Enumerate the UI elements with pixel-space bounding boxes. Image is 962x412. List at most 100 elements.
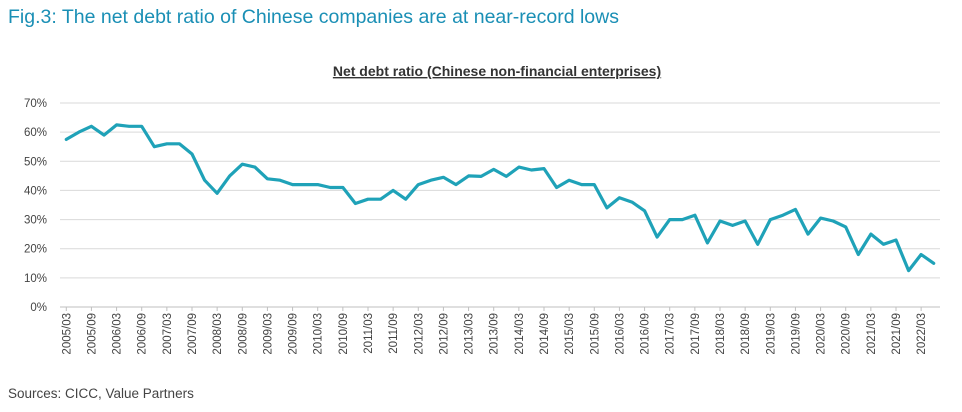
x-tick-label: 2020/09 <box>841 313 853 355</box>
data-point <box>492 168 495 171</box>
x-tick-label: 2007/09 <box>187 313 199 355</box>
series-group <box>64 123 936 273</box>
data-point <box>341 186 344 189</box>
data-point <box>178 142 181 145</box>
series-line-net-debt-ratio <box>64 123 936 273</box>
x-tick-label: 2018/03 <box>715 313 727 355</box>
x-tick-label: 2009/03 <box>262 313 274 355</box>
x-tick-label: 2021/03 <box>866 313 878 355</box>
data-point <box>429 179 432 182</box>
data-point <box>417 183 420 186</box>
data-point <box>807 233 810 236</box>
data-point <box>115 123 118 126</box>
y-tick-label: 50% <box>24 156 47 168</box>
x-tick-label: 2008/03 <box>212 313 224 355</box>
y-tick-label: 70% <box>24 98 47 110</box>
x-tick-label: 2018/09 <box>740 313 752 355</box>
data-point <box>580 183 583 186</box>
x-tick-label: 2021/09 <box>891 313 903 355</box>
data-point <box>467 174 470 177</box>
data-point <box>643 209 646 212</box>
data-point <box>631 201 634 204</box>
data-point <box>140 125 143 128</box>
x-tick-label: 2014/03 <box>514 313 526 355</box>
x-tick-label: 2017/03 <box>665 313 677 355</box>
data-point <box>367 198 370 201</box>
data-point <box>605 206 608 209</box>
x-tick-label: 2008/09 <box>237 313 249 355</box>
x-tick-label: 2013/09 <box>489 313 501 355</box>
x-tick-label: 2006/03 <box>112 313 124 355</box>
data-point <box>794 208 797 211</box>
x-tick-label: 2016/03 <box>614 313 626 355</box>
data-point <box>316 183 319 186</box>
data-point <box>920 253 923 256</box>
data-point <box>731 224 734 227</box>
x-tick-label: 2019/09 <box>790 313 802 355</box>
data-point <box>128 125 131 128</box>
data-point <box>90 125 93 128</box>
x-tick-label: 2019/03 <box>765 313 777 355</box>
data-point <box>932 262 935 265</box>
data-point <box>304 183 307 186</box>
x-tick-label: 2007/03 <box>162 313 174 355</box>
data-point <box>543 167 546 170</box>
data-point <box>656 236 659 239</box>
x-tick-label: 2022/03 <box>916 313 928 355</box>
data-point <box>568 179 571 182</box>
data-point <box>744 220 747 223</box>
data-point <box>442 176 445 179</box>
x-tick-label: 2012/03 <box>413 313 425 355</box>
data-point <box>203 179 206 182</box>
x-tick-label: 2010/03 <box>313 313 325 355</box>
x-axis-tick-labels: 2005/03 2005/09 2006/03 2006/09 2007/03 2007/… <box>61 307 928 355</box>
y-tick-label: 60% <box>24 127 47 139</box>
y-axis-tick-labels: 0% 10% 20% 30% 40% 50% 60% 70% <box>24 98 47 314</box>
data-point <box>706 241 709 244</box>
data-point <box>103 134 106 137</box>
chart-title: Net debt ratio (Chinese non-financial en… <box>333 63 661 79</box>
source-note: Sources: CICC, Value Partners <box>8 386 194 401</box>
data-point <box>781 214 784 217</box>
y-tick-label: 10% <box>24 273 47 285</box>
x-tick-label: 2014/09 <box>539 313 551 355</box>
x-tick-label: 2010/09 <box>338 313 350 355</box>
x-tick-label: 2015/03 <box>564 313 576 355</box>
data-point <box>480 175 483 178</box>
data-point <box>329 186 332 189</box>
x-tick-label: 2006/09 <box>137 313 149 355</box>
data-point <box>228 174 231 177</box>
data-point <box>832 220 835 223</box>
y-tick-label: 20% <box>24 244 47 256</box>
data-point <box>719 220 722 223</box>
data-point <box>253 166 256 169</box>
data-point <box>354 202 357 205</box>
data-point <box>769 218 772 221</box>
data-point <box>191 153 194 156</box>
x-tick-label: 2011/03 <box>363 313 375 354</box>
data-point <box>65 138 68 141</box>
y-tick-label: 30% <box>24 215 47 227</box>
data-point <box>379 198 382 201</box>
x-tick-label: 2005/03 <box>61 313 73 355</box>
data-point <box>668 218 671 221</box>
data-point <box>241 163 244 166</box>
data-point <box>404 198 407 201</box>
data-point <box>455 183 458 186</box>
data-point <box>530 169 533 172</box>
data-point <box>165 142 168 145</box>
x-tick-label: 2009/09 <box>288 313 300 355</box>
data-point <box>153 145 156 148</box>
x-tick-label: 2012/09 <box>438 313 450 355</box>
x-tick-label: 2005/09 <box>86 313 98 355</box>
data-point <box>291 183 294 186</box>
x-tick-label: 2011/09 <box>388 313 400 354</box>
figure-title: Fig.3: The net debt ratio of Chinese com… <box>8 6 619 28</box>
y-tick-label: 40% <box>24 185 47 197</box>
data-point <box>279 179 282 182</box>
data-point <box>907 269 910 272</box>
data-point <box>844 225 847 228</box>
x-tick-label: 2020/03 <box>816 313 828 355</box>
data-point <box>266 177 269 180</box>
data-point <box>555 186 558 189</box>
